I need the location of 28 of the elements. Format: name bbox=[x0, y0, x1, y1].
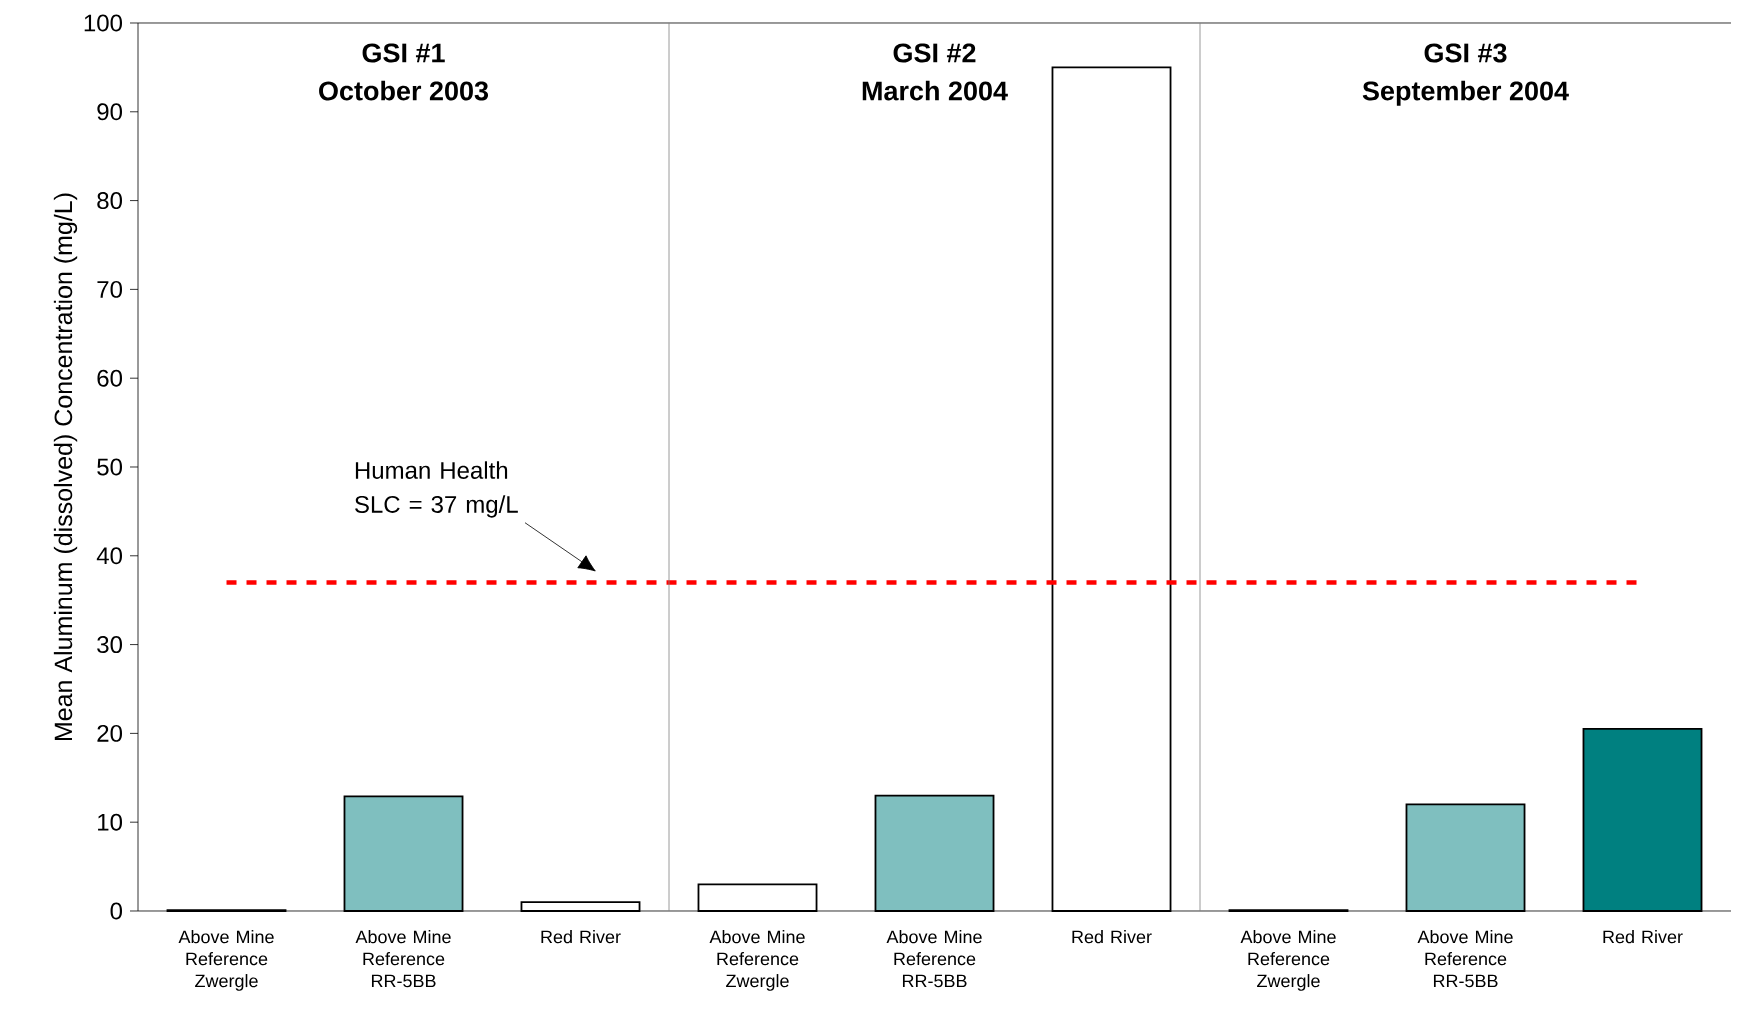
y-tick-label: 100 bbox=[84, 14, 123, 32]
y-tick-label: 60 bbox=[97, 369, 123, 387]
y-tick-label: 10 bbox=[98, 813, 123, 831]
x-tick-label: Above Mine Reference Zwergle bbox=[1240, 930, 1336, 991]
x-tick-label: Red River bbox=[1603, 930, 1683, 944]
x-tick-label: Above Mine Reference Zwergle bbox=[178, 930, 274, 991]
y-tick-label: 30 bbox=[97, 636, 123, 654]
annotation: GSI #2 bbox=[893, 43, 976, 63]
annotation: September 2004 bbox=[1362, 80, 1569, 106]
y-tick-label: 80 bbox=[97, 192, 123, 210]
x-tick-label: Red River bbox=[541, 930, 621, 944]
y-tick-label: 90 bbox=[97, 103, 123, 121]
x-tick-label: Above Mine Reference RR-5BB bbox=[355, 930, 451, 988]
annotation: October 2003 bbox=[319, 80, 489, 101]
y-axis-title: Mean Aluminum (dissolved) Concentration (mg/L) bbox=[53, 193, 78, 741]
x-tick-label: Above Mine Reference Zwergle bbox=[709, 930, 805, 991]
x-tick-label: Red River bbox=[1072, 930, 1152, 944]
annotation: March 2004 bbox=[862, 80, 1008, 101]
y-tick-label: 50 bbox=[97, 458, 123, 476]
x-tick-label: Above Mine Reference RR-5BB bbox=[1417, 930, 1513, 988]
annotation: Human Health SLC = 37 mg/L bbox=[355, 461, 518, 518]
annotation: GSI #3 bbox=[1424, 43, 1507, 63]
y-tick-label: 20 bbox=[97, 724, 123, 742]
y-tick-label: 40 bbox=[96, 547, 123, 565]
y-tick-label: 0 bbox=[110, 902, 123, 920]
annotation: GSI #1 bbox=[362, 43, 445, 63]
x-tick-label: Above Mine Reference RR-5BB bbox=[886, 930, 982, 988]
y-tick-label: 70 bbox=[97, 280, 123, 298]
